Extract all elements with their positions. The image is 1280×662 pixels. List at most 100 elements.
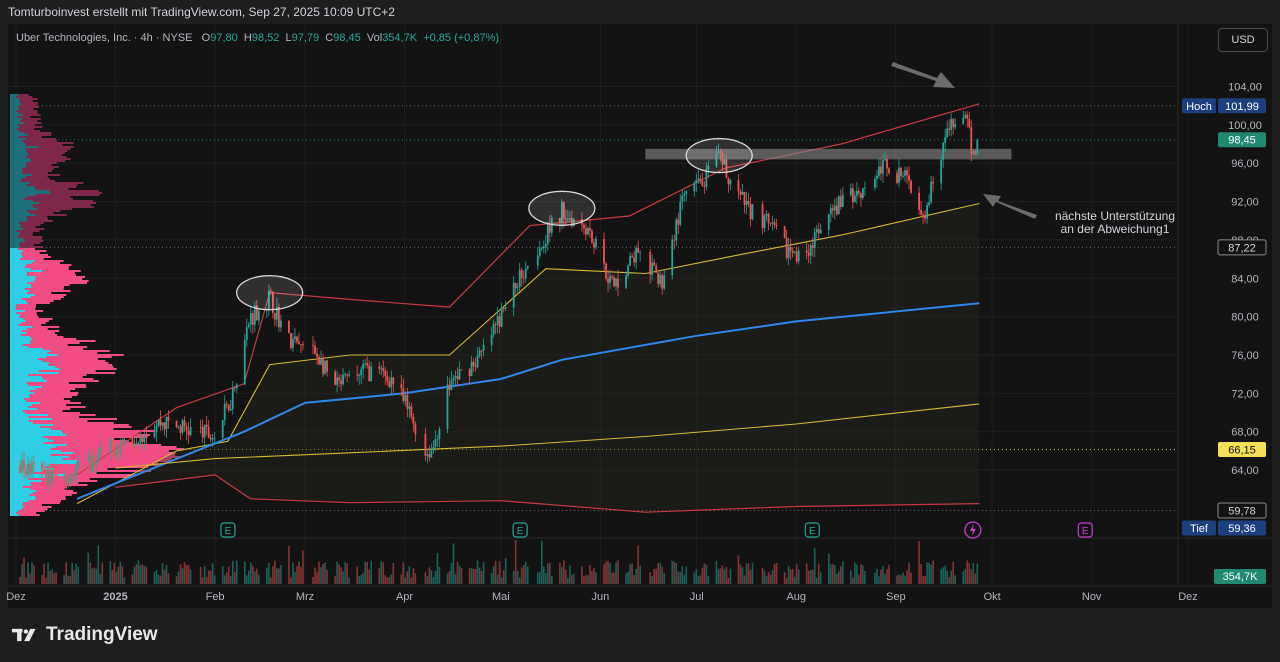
profile-up-bar [10,112,20,114]
candle-body [813,232,816,249]
volume-bar [797,569,800,584]
candle-body [324,360,326,374]
attribution-text: Tomturboinvest erstellt mit TradingView.… [8,5,395,19]
candle-body [880,166,882,174]
profile-down-bar [24,122,42,124]
volume-bar [476,560,479,584]
profile-down-bar [21,252,40,254]
profile-up-bar [10,504,23,506]
candle-body [27,463,29,475]
volume-bar [605,561,607,584]
profile-down-bar [28,406,86,408]
candle-body [550,217,553,233]
volume-bar [829,564,832,584]
profile-down-bar [42,270,81,272]
volume-bar [904,575,906,584]
candle-body [926,205,929,219]
volume-bar [695,569,698,584]
candle-body [267,290,270,309]
profile-down-bar [21,254,49,256]
candle-body [392,377,395,385]
profile-up-bar [10,130,19,132]
candle-body [121,442,124,444]
profile-down-bar [33,200,94,202]
volume-bar [569,565,571,584]
candle-body [316,353,318,357]
x-tick-label: Mai [492,591,510,603]
candle-body [564,218,567,221]
candle-body [853,195,856,202]
candle-body [697,178,700,181]
volume-bar [203,565,206,584]
candle-body [181,420,184,433]
volume-bar [878,576,880,584]
profile-up-bar [10,228,24,230]
high-value: 98,52 [251,32,280,44]
candle-body [948,128,951,130]
profile-up-bar [10,252,22,254]
volume-bar [882,566,884,584]
profile-up-bar [10,348,43,350]
profile-down-bar [46,380,99,382]
y-tick-label: 96,00 [1231,158,1259,170]
candle-body [819,230,822,234]
vwap-line [76,302,980,500]
profile-down-bar [59,368,117,370]
candle-body [89,454,92,472]
candle-body [269,290,272,292]
volume-bar [201,577,204,584]
x-tick-label: Dez [6,591,26,603]
profile-up-bar [10,122,25,124]
price-badge-last [1218,132,1266,148]
profile-up-bar [10,290,30,292]
profile-up-bar [10,270,43,272]
volume-bar [233,572,236,584]
volume-bar [117,566,120,584]
volume-bar [360,575,362,584]
profile-down-bar [29,494,72,496]
profile-down-bar [19,112,38,114]
volume-bar [65,562,67,584]
profile-down-bar [25,156,67,158]
volume-bar [340,567,342,584]
x-tick-label: Nov [1082,591,1102,603]
volume-bar [91,568,94,584]
profile-up-bar [10,160,31,162]
volume-bar [809,569,812,584]
volume-bar [898,574,900,584]
earnings-icon-label: E [809,526,816,537]
profile-up-bar [10,344,23,346]
volume-bar [976,563,979,584]
lower-band-red-line [115,474,980,513]
candle-body [257,310,260,321]
tradingview-logo[interactable]: TradingView [10,624,158,646]
profile-up-bar [10,454,51,456]
volume-bar [87,552,90,584]
profile-down-bar [19,242,41,244]
profile-down-bar [15,308,36,310]
profile-down-bar [42,376,83,378]
profile-up-bar [10,144,27,146]
volume-bar [842,561,844,584]
candle-body [675,219,678,241]
candle-body [175,420,178,428]
profile-up-bar [10,272,28,274]
y-tick-label: 72,00 [1231,388,1259,400]
currency-button[interactable]: USD [1218,28,1268,52]
candle-body [747,201,750,205]
profile-up-bar [10,256,24,258]
volume-bar [683,574,686,584]
profile-up-bar [10,116,18,118]
profile-up-bar [10,182,31,184]
volume-bar [109,561,112,584]
candle-body [898,167,900,183]
candle-body [454,376,457,378]
candle-body [113,445,116,457]
candle-body [476,355,479,368]
profile-up-bar [10,388,36,390]
profile-down-bar [16,312,37,314]
profile-up-bar [10,136,20,138]
volume-bar [135,564,138,584]
volume-bar [472,568,475,584]
